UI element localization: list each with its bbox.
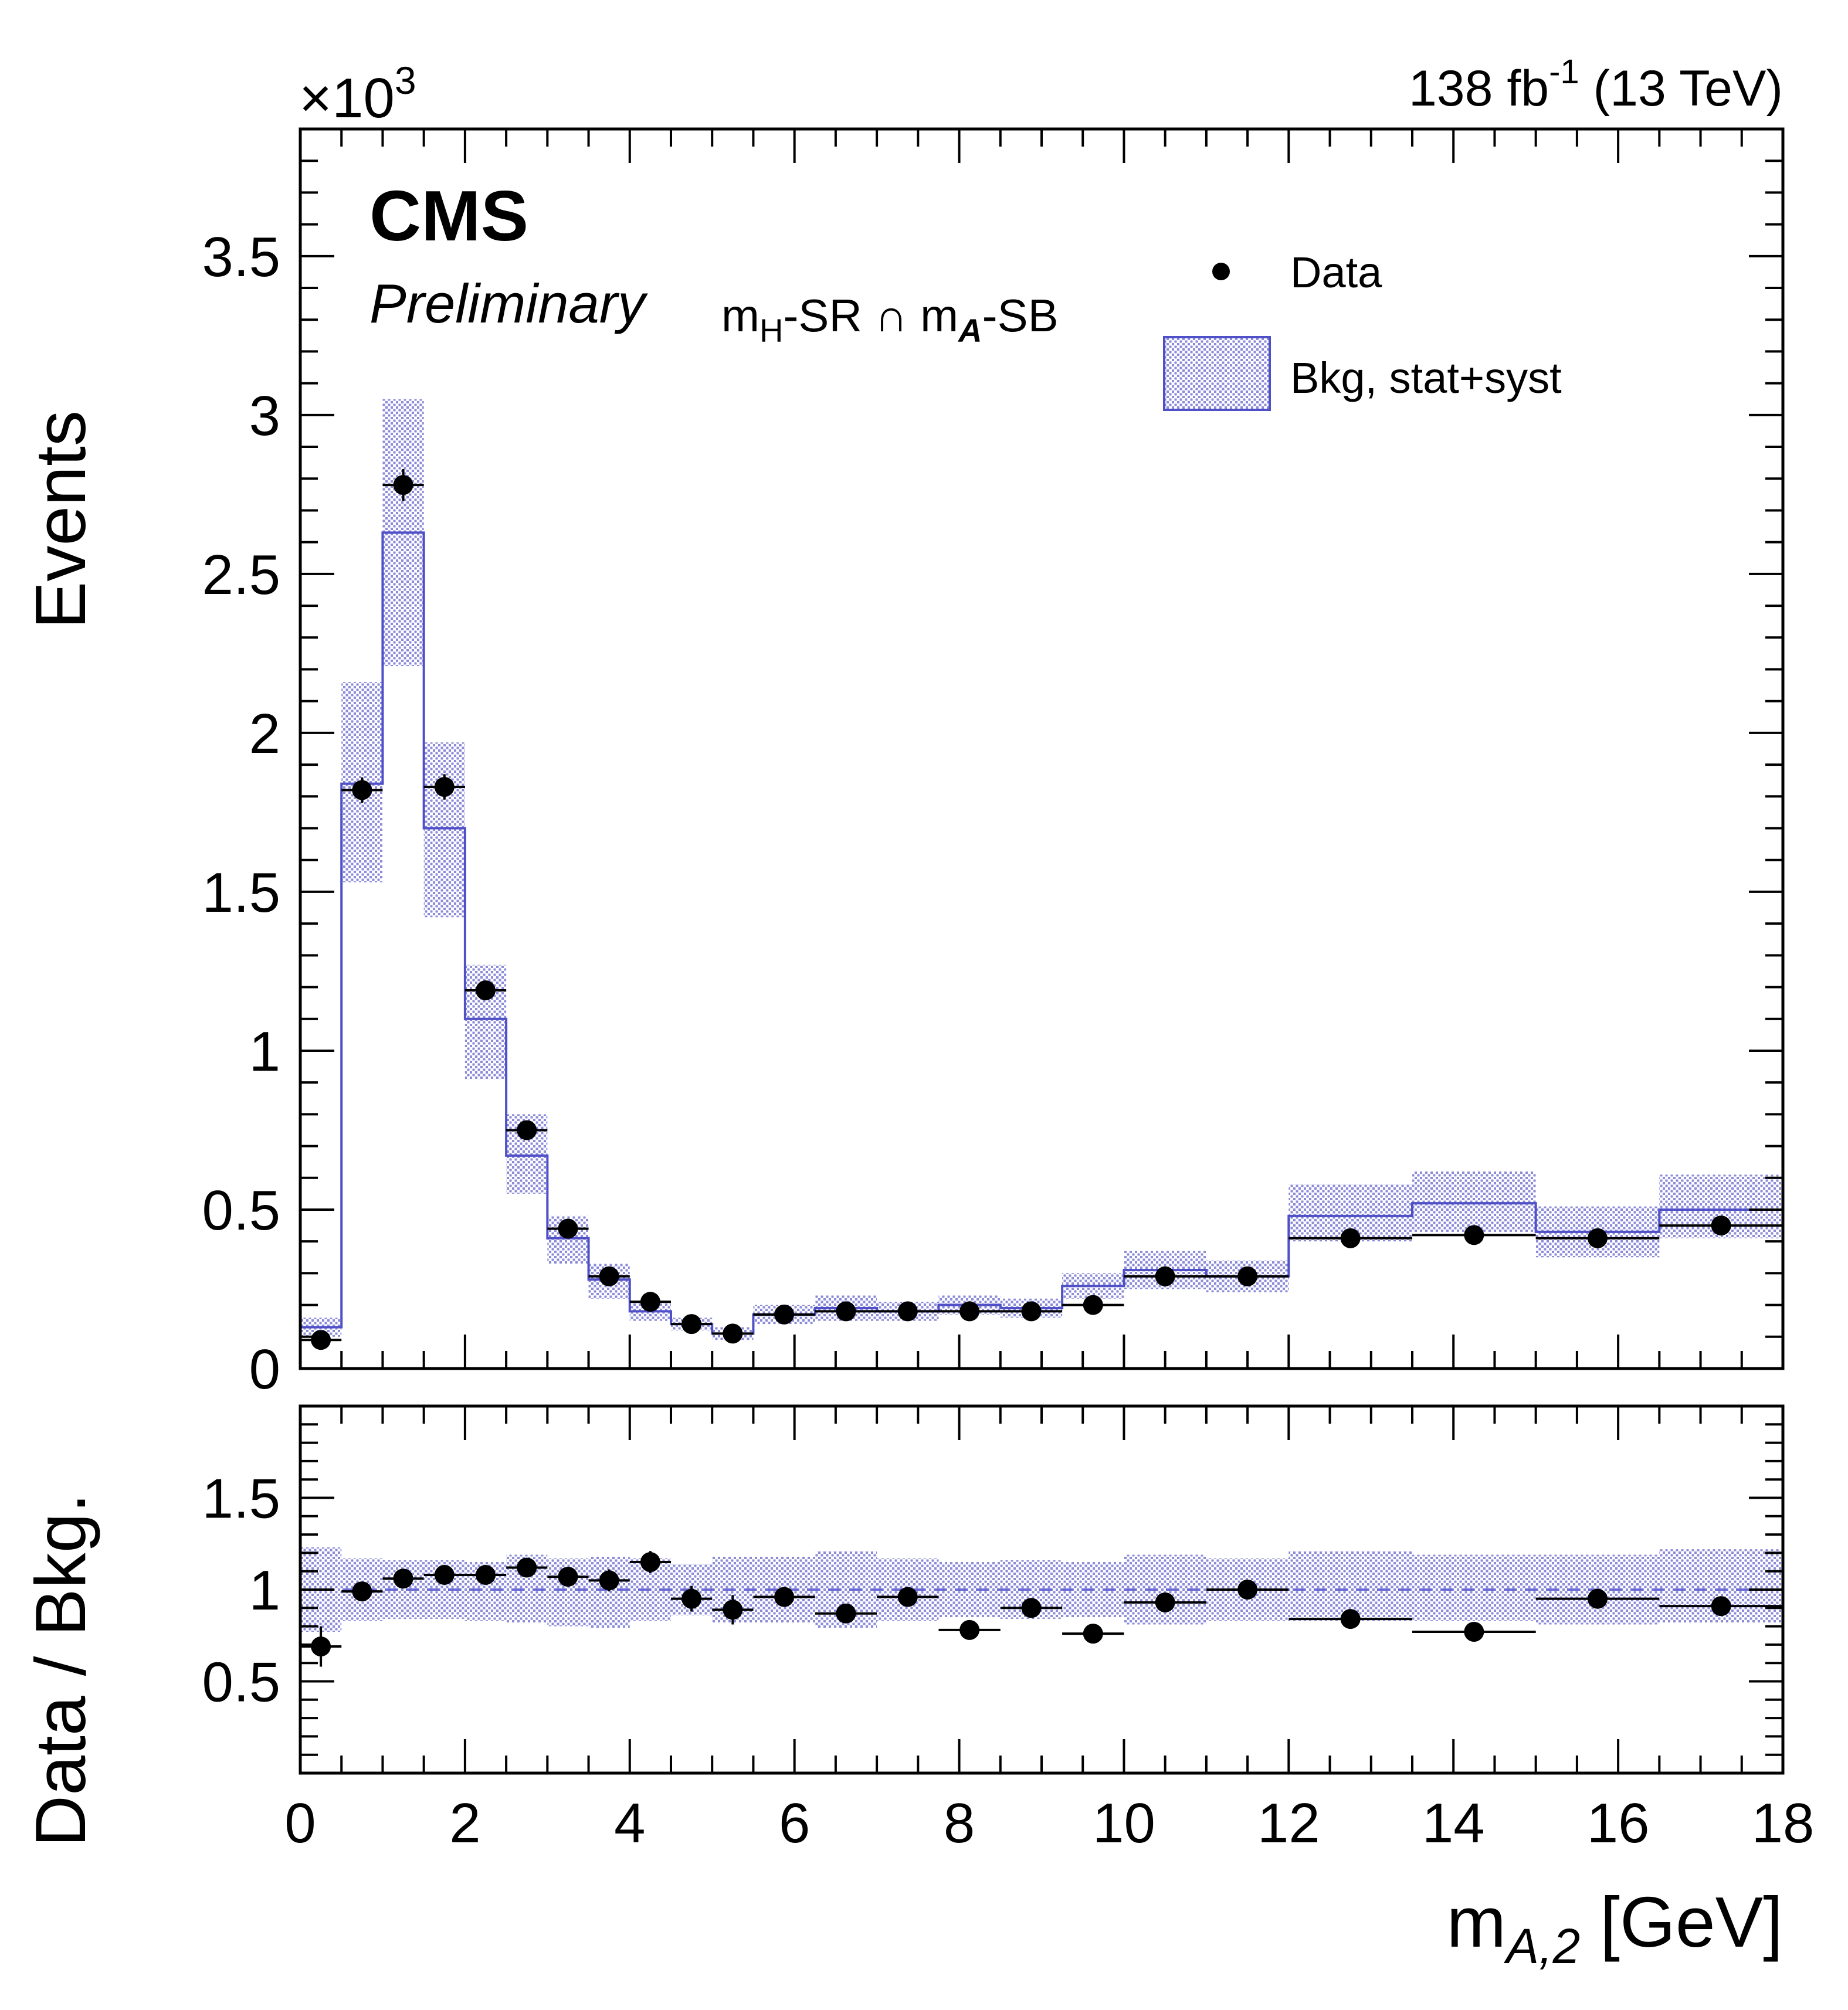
y-tick-label: 0 [249, 1338, 280, 1401]
ratio-point [558, 1567, 578, 1587]
ratio-y-tick-label: 0.5 [202, 1651, 280, 1714]
data-point [311, 1330, 331, 1350]
y-tick-label: 1.5 [202, 861, 280, 924]
data-point [1711, 1215, 1731, 1236]
y-tick-label: 2.5 [202, 544, 280, 606]
legend-bkg-swatch [1163, 336, 1271, 411]
data-point [640, 1292, 660, 1312]
x-tick-label: 18 [1752, 1792, 1815, 1855]
y-tick-label: 3 [249, 385, 280, 447]
ratio-point [640, 1552, 660, 1573]
ratio-plot: 0 2 4 6 8 10 12 14 16 18 0.5 1 1.5 [202, 1404, 1815, 1855]
x-tick-label: 12 [1257, 1792, 1320, 1855]
y-tick-label: 1 [249, 1020, 280, 1083]
legend-bkg-label: Bkg, stat+syst [1290, 354, 1562, 402]
data-point [352, 780, 372, 800]
x-tick-label: 4 [614, 1792, 645, 1855]
region-label: mH-SR ∩ mA-SB [721, 290, 1059, 349]
data-point [1237, 1266, 1258, 1286]
data-point [897, 1301, 918, 1322]
ratio-point [517, 1557, 537, 1578]
cms-label: CMS [369, 176, 528, 256]
ratio-uncertainty-band [588, 1556, 630, 1628]
data-point [1021, 1301, 1042, 1322]
ratio-point [352, 1581, 372, 1602]
data-point [599, 1266, 619, 1286]
data-point [774, 1304, 795, 1325]
data-point [681, 1314, 702, 1335]
data-point [517, 1120, 537, 1140]
ratio-point [1464, 1621, 1484, 1642]
data-point [723, 1323, 743, 1344]
x-tick-label: 2 [449, 1792, 480, 1855]
ratio-uncertainty-band [938, 1562, 1001, 1617]
ratio-point [1711, 1596, 1731, 1617]
data-point [1155, 1266, 1175, 1286]
x-tick-label: 10 [1093, 1792, 1155, 1855]
y-tick-label: 3.5 [202, 226, 280, 288]
data-point [1083, 1295, 1103, 1315]
data-point [558, 1218, 578, 1239]
ratio-point [1588, 1588, 1608, 1609]
ratio-point [897, 1587, 918, 1607]
x-tick-label: 0 [284, 1792, 316, 1855]
luminosity-label: 138 fb-1 (13 TeV) [1409, 53, 1783, 117]
main-y-axis-label: Events [21, 410, 100, 629]
data-point [434, 777, 455, 797]
y-tick-label: 2 [249, 702, 280, 765]
y-multiplier: ×103 [299, 59, 416, 130]
x-tick-label: 14 [1422, 1792, 1485, 1855]
preliminary-label: Preliminary [369, 273, 648, 334]
y-tick-label: 0.5 [202, 1179, 280, 1242]
data-point [1464, 1225, 1484, 1245]
ratio-point [434, 1564, 455, 1585]
ratio-point [1083, 1624, 1103, 1644]
ratio-point [959, 1619, 980, 1640]
x-tick-label: 8 [944, 1792, 975, 1855]
x-axis-label: mA,2 [GeV] [1446, 1882, 1783, 1974]
data-point [836, 1301, 856, 1322]
ratio-point [476, 1564, 496, 1585]
main-plot: 0 0.5 1 1.5 2 2.5 3 3.5 [202, 127, 1785, 1401]
data-point [393, 475, 413, 495]
ratio-point [311, 1636, 331, 1657]
ratio-point [723, 1600, 743, 1620]
data-point [476, 980, 496, 1000]
data-point [1340, 1228, 1361, 1248]
ratio-point [393, 1568, 413, 1589]
ratio-point [1155, 1592, 1175, 1612]
ratio-point [681, 1588, 702, 1609]
data-point [959, 1301, 980, 1322]
legend-data-marker [1212, 263, 1230, 280]
legend-data-label: Data [1290, 248, 1382, 297]
ratio-point [774, 1587, 795, 1607]
ratio-y-tick-label: 1 [249, 1559, 280, 1622]
ratio-point [836, 1603, 856, 1624]
ratio-point [599, 1570, 619, 1591]
x-tick-label: 16 [1587, 1792, 1650, 1855]
ratio-uncertainty-band [1412, 1554, 1536, 1621]
bkg-uncertainty-band [1412, 1171, 1536, 1232]
ratio-y-tick-label: 1.5 [202, 1468, 280, 1530]
bkg-uncertainty-band [423, 742, 465, 918]
ratio-point [1021, 1598, 1042, 1618]
data-point [1588, 1228, 1608, 1248]
ratio-y-axis-label: Data / Bkg. [21, 1493, 100, 1847]
ratio-point [1340, 1609, 1361, 1629]
x-tick-label: 6 [779, 1792, 810, 1855]
ratio-point [1237, 1580, 1258, 1600]
